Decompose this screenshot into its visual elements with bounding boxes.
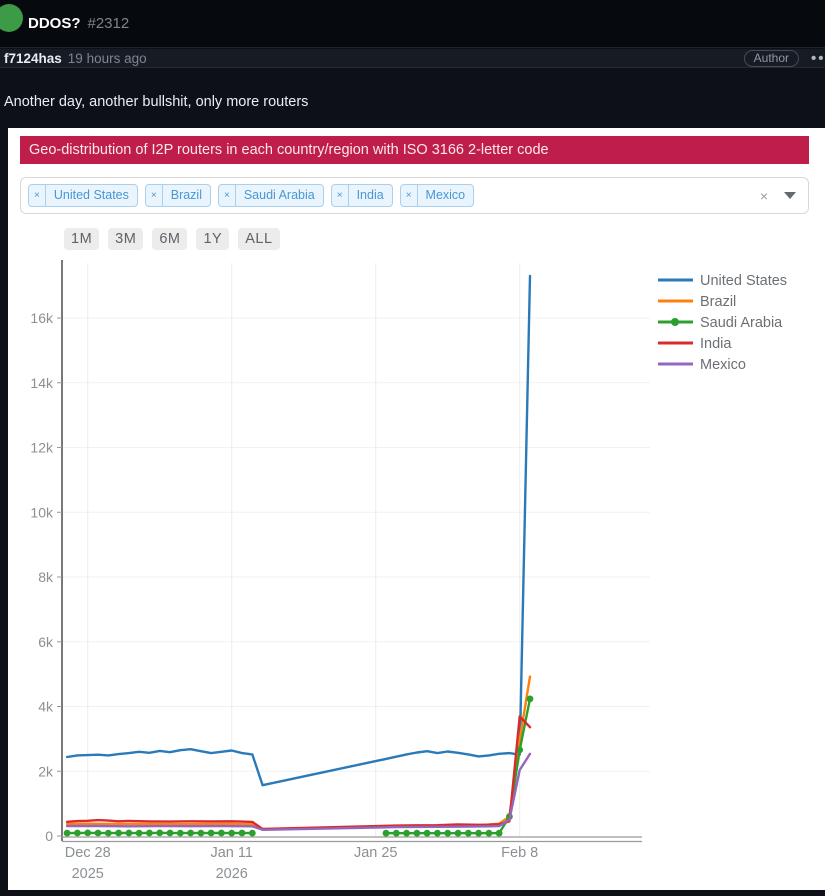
series-saudi-arabia[interactable] — [63, 695, 534, 837]
range-button-1m[interactable]: 1M — [64, 228, 100, 250]
issue-number: #2312 — [87, 15, 130, 32]
svg-text:2k: 2k — [38, 763, 54, 779]
remove-tag-icon[interactable]: × — [332, 185, 349, 206]
range-button-6m[interactable]: 6M — [152, 228, 188, 250]
tag-label: India — [356, 188, 384, 202]
comment-timestamp[interactable]: 19 hours ago — [67, 50, 147, 66]
svg-text:Dec 28: Dec 28 — [65, 845, 111, 861]
svg-text:8k: 8k — [38, 569, 54, 585]
legend-item-india[interactable]: India — [658, 336, 732, 352]
remove-tag-icon[interactable]: × — [146, 185, 163, 206]
filter-tag-india[interactable]: × India — [330, 184, 393, 207]
range-button-all[interactable]: ALL — [238, 228, 280, 250]
chart-axes — [61, 260, 642, 843]
svg-text:United States: United States — [700, 273, 787, 289]
svg-text:Jan 25: Jan 25 — [354, 845, 398, 861]
open-issue-icon — [0, 4, 23, 32]
chart-title-banner: Geo-distribution of I2P routers in each … — [20, 136, 809, 164]
filter-tag-saudi-arabia[interactable]: × Saudi Arabia — [218, 184, 324, 207]
svg-text:0: 0 — [45, 828, 53, 844]
svg-text:12k: 12k — [30, 440, 54, 456]
comment-author[interactable]: f7124has — [4, 50, 62, 66]
filter-tag-brazil[interactable]: × Brazil — [144, 184, 211, 207]
y-axis-labels: 0 2k 4k 6k 8k 10k 12k 14k 16k — [30, 310, 62, 844]
svg-text:10k: 10k — [30, 504, 54, 520]
series-india[interactable] — [65, 715, 532, 831]
dropdown-caret-icon[interactable] — [784, 192, 796, 199]
svg-text:16k: 16k — [30, 310, 54, 326]
kebab-menu-icon[interactable]: ••• — [811, 49, 825, 67]
legend-item-united-states[interactable]: United States — [658, 273, 787, 289]
tag-label: Saudi Arabia — [243, 188, 315, 202]
legend-item-brazil[interactable]: Brazil — [658, 294, 736, 310]
legend-item-mexico[interactable]: Mexico — [658, 357, 746, 373]
x-axis-labels: Dec 28 2025 Jan 11 2026 Jan 25 Feb 8 — [65, 845, 539, 882]
svg-text:14k: 14k — [30, 375, 54, 391]
country-multiselect[interactable]: × United States × Brazil × Saudi Arabia × India… — [20, 177, 809, 214]
author-badge: Author — [743, 49, 799, 67]
issue-header: DDOS? #2312 — [0, 0, 825, 48]
svg-text:Feb 8: Feb 8 — [501, 845, 538, 861]
legend-item-saudi-arabia[interactable]: Saudi Arabia — [658, 315, 783, 331]
chart-legend: United States Brazil Saudi Arabia India Mexi… — [658, 273, 787, 373]
svg-text:2026: 2026 — [216, 866, 248, 882]
range-button-3m[interactable]: 3M — [108, 228, 144, 250]
svg-text:Jan 11: Jan 11 — [210, 845, 252, 861]
filter-tag-united-states[interactable]: × United States — [28, 184, 138, 207]
embed-panel: Geo-distribution of I2P routers in each … — [8, 128, 825, 890]
comment-body: Another day, another bullshit, only more… — [4, 94, 309, 110]
range-buttons: 1M 3M 6M 1Y ALL — [64, 228, 280, 250]
svg-text:6k: 6k — [38, 634, 54, 650]
filter-tags: × United States × Brazil × Saudi Arabia × India… — [28, 184, 481, 207]
series-united-states[interactable] — [65, 274, 532, 787]
comment-header: f7124has 19 hours ago Author ••• — [0, 49, 825, 68]
svg-text:4k: 4k — [38, 699, 54, 715]
svg-text:Saudi Arabia: Saudi Arabia — [700, 315, 783, 331]
chart-gridlines — [62, 263, 650, 836]
svg-text:Mexico: Mexico — [700, 357, 746, 373]
remove-tag-icon[interactable]: × — [29, 185, 46, 206]
geo-distribution-chart[interactable]: 0 2k 4k 6k 8k 10k 12k 14k 16k Dec 28 2025 Jan 11 202… — [8, 258, 825, 890]
range-button-1y[interactable]: 1Y — [196, 228, 230, 250]
issue-title: DDOS? — [28, 15, 81, 32]
series-mexico[interactable] — [65, 752, 532, 831]
clear-selection-icon[interactable]: × — [759, 187, 768, 204]
remove-tag-icon[interactable]: × — [401, 185, 418, 206]
svg-text:India: India — [700, 336, 732, 352]
filter-tag-mexico[interactable]: × Mexico — [399, 184, 475, 207]
tag-label: United States — [53, 188, 129, 202]
svg-text:Brazil: Brazil — [700, 294, 736, 310]
tag-label: Brazil — [170, 188, 202, 202]
remove-tag-icon[interactable]: × — [219, 185, 236, 206]
svg-text:2025: 2025 — [72, 866, 104, 882]
tag-label: Mexico — [425, 188, 466, 202]
